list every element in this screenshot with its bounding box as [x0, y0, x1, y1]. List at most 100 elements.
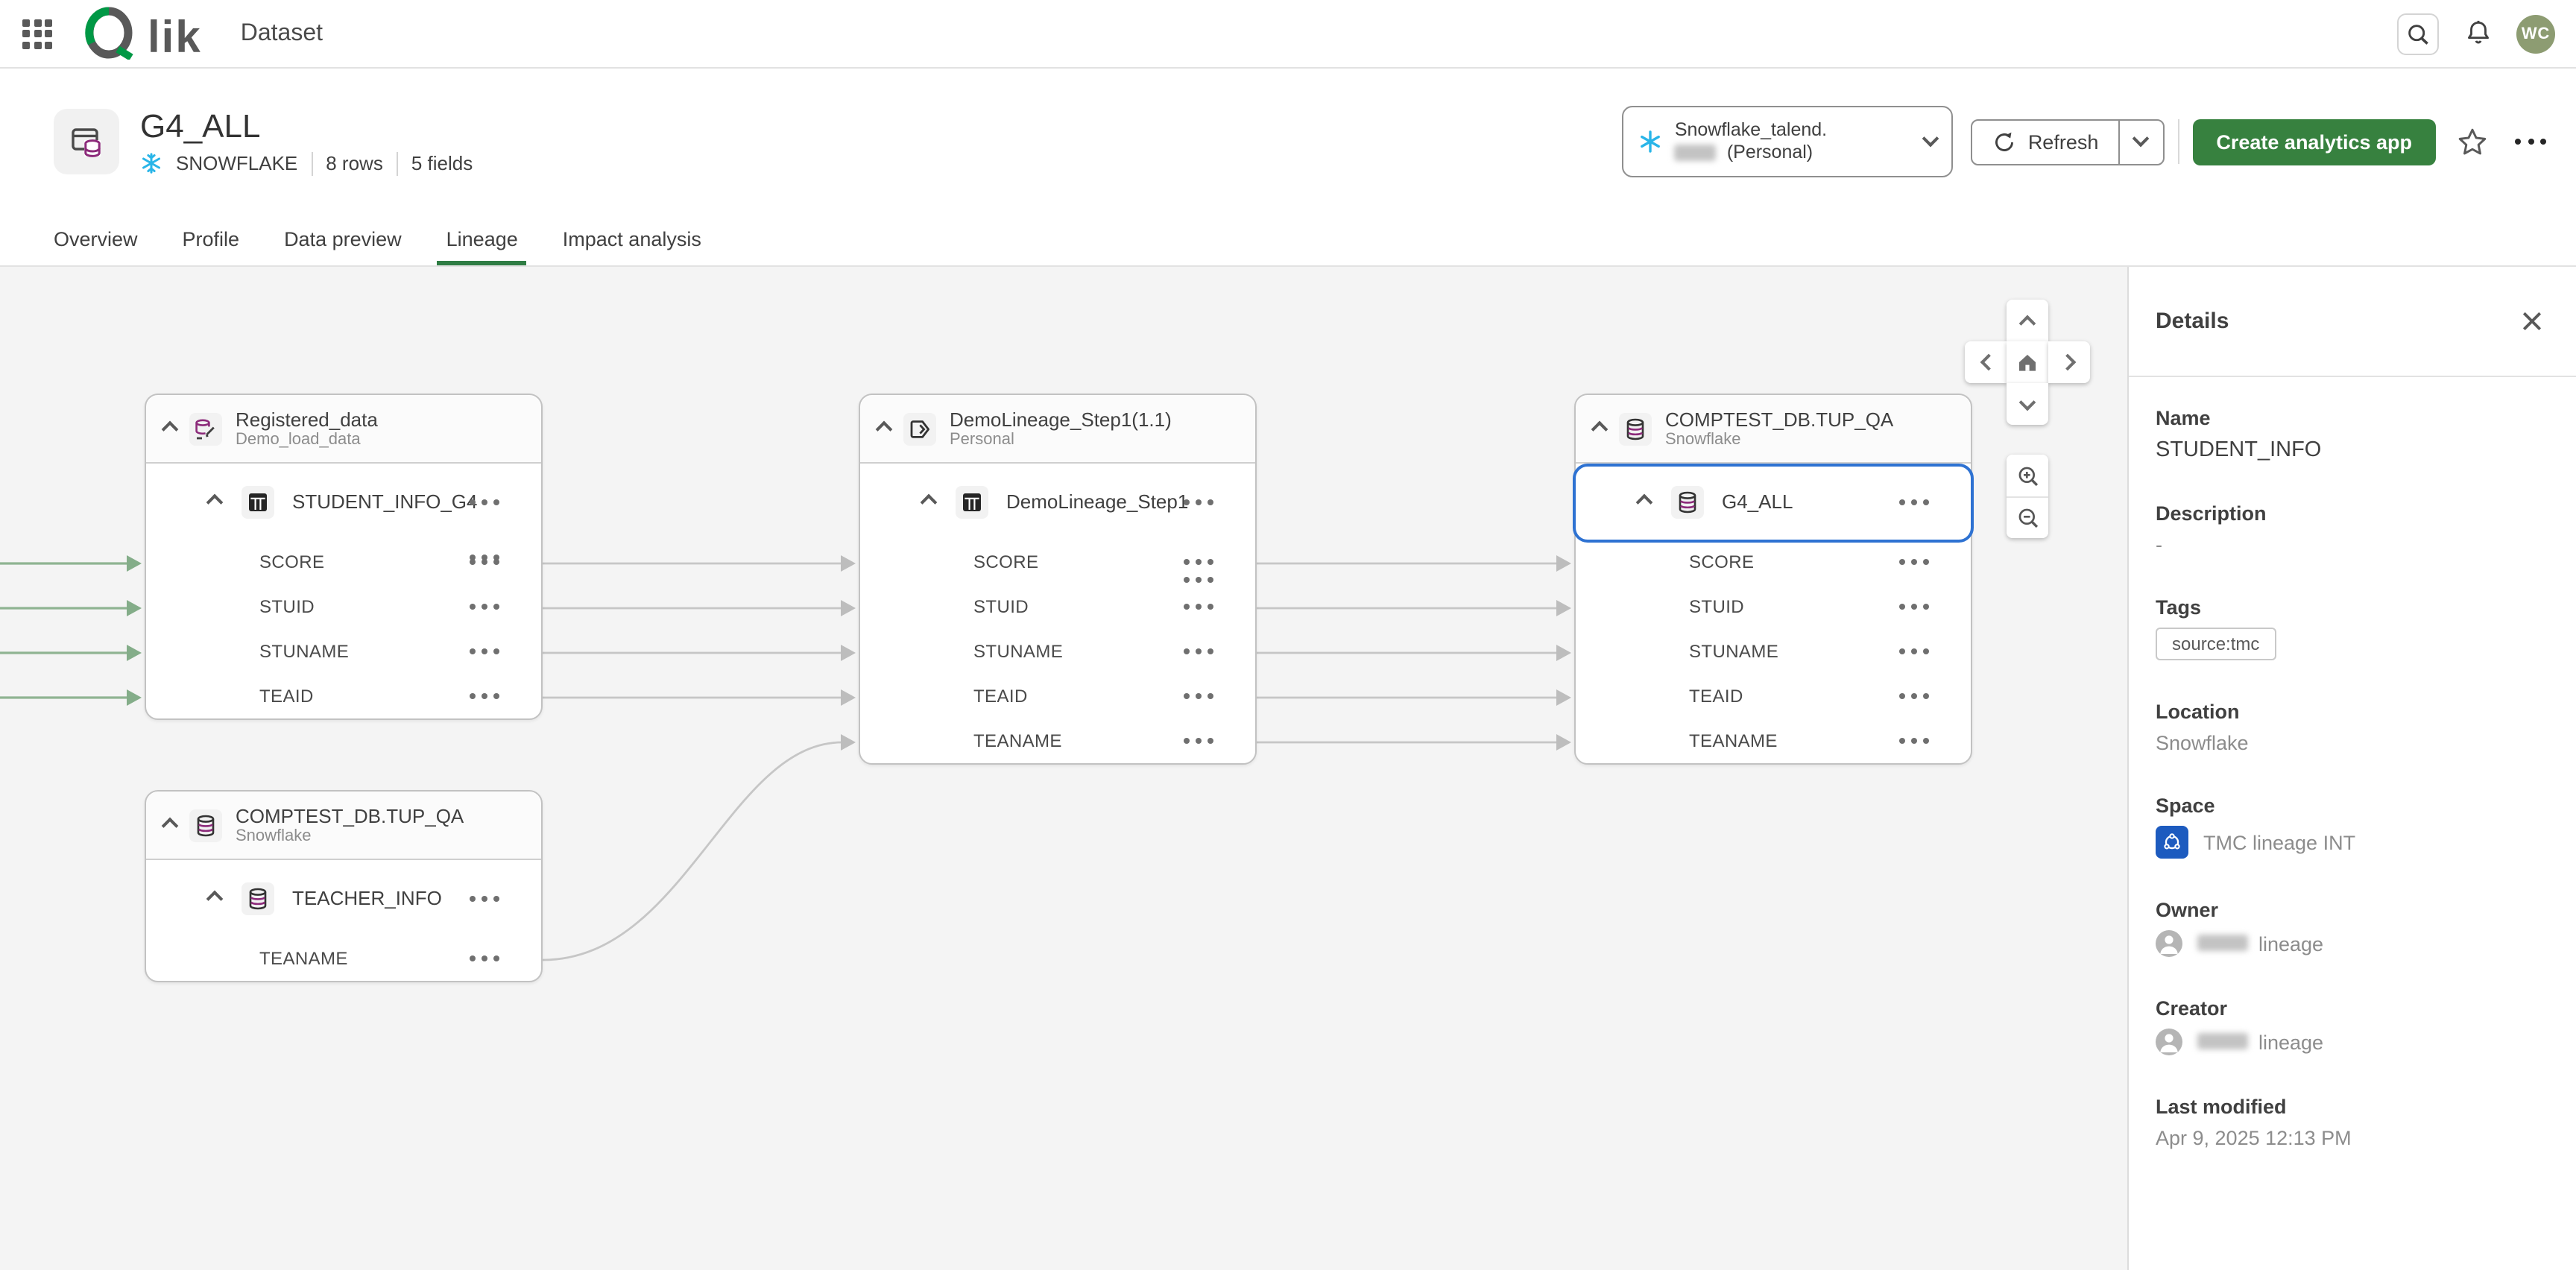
- pan-left-button[interactable]: [1965, 341, 2007, 383]
- close-button[interactable]: [2515, 304, 2549, 338]
- field-menu-button[interactable]: [1181, 641, 1216, 662]
- field-row-STUID[interactable]: STUID: [146, 584, 541, 629]
- node-header[interactable]: Registered_data Demo_load_data: [146, 395, 541, 560]
- field-row-STUNAME[interactable]: STUNAME: [146, 629, 541, 674]
- field-menu-button[interactable]: [1181, 686, 1216, 707]
- create-analytics-app-button[interactable]: Create analytics app: [2192, 119, 2436, 165]
- field-menu-button[interactable]: [1181, 552, 1216, 572]
- field-row-STUNAME[interactable]: STUNAME: [860, 629, 1255, 674]
- zoom-out-icon: [2018, 508, 2038, 528]
- table-menu-button[interactable]: [467, 888, 502, 909]
- node-header[interactable]: DemoLineage_Step1(1.1) Personal: [860, 395, 1255, 582]
- table-menu-button[interactable]: [1181, 491, 1216, 512]
- field-row-TEAID[interactable]: TEAID: [1576, 674, 1971, 718]
- pan-down-button[interactable]: [2007, 383, 2048, 425]
- table-menu-button[interactable]: [1896, 491, 1932, 512]
- node-subtitle: Personal: [950, 430, 1014, 448]
- tab-lineage[interactable]: Lineage: [437, 213, 527, 265]
- table-name: DemoLineage_Step1: [1006, 490, 1189, 513]
- lineage-canvas[interactable]: Registered_data Demo_load_data STUDENT_I…: [0, 267, 2127, 1270]
- field-menu-button[interactable]: [467, 686, 502, 707]
- field-name: SCORE: [1689, 552, 1755, 572]
- connection-scope: (Personal): [1726, 142, 1813, 162]
- app-icon: [910, 420, 929, 437]
- pan-up-button[interactable]: [2007, 300, 2048, 341]
- field-name: STUNAME: [973, 641, 1064, 662]
- favorite-button[interactable]: [2457, 126, 2488, 157]
- field-row-STUID[interactable]: STUID: [860, 584, 1255, 629]
- tag-chip[interactable]: source:tmc: [2156, 628, 2276, 660]
- field-menu-button[interactable]: [1181, 596, 1216, 617]
- zoom-out-button[interactable]: [2007, 496, 2048, 538]
- field-row-STUNAME[interactable]: STUNAME: [1576, 629, 1971, 674]
- collapse-chevron-icon[interactable]: [206, 493, 224, 511]
- qlik-logo[interactable]: lik: [85, 6, 202, 60]
- lineage-node-demolineage_step1[interactable]: DemoLineage_Step1(1.1) Personal DemoLine…: [859, 394, 1257, 765]
- field-row-SCORE[interactable]: SCORE: [1576, 540, 1971, 584]
- node-menu-button[interactable]: [467, 546, 502, 567]
- field-row-TEANAME[interactable]: TEANAME: [146, 936, 541, 981]
- lineage-node-comptest_teacher[interactable]: COMPTEST_DB.TUP_QA Snowflake TEACHER_INF…: [145, 790, 543, 982]
- tab-profile[interactable]: Profile: [182, 228, 240, 250]
- notifications-button[interactable]: [2460, 16, 2496, 51]
- home-button[interactable]: [2007, 341, 2048, 383]
- user-avatar[interactable]: WC: [2516, 14, 2555, 53]
- details-label: Location: [2156, 701, 2240, 723]
- details-panel: Details Name STUDENT_INFO Description - Tags…: [2127, 267, 2576, 1270]
- field-row-TEAID[interactable]: TEAID: [860, 674, 1255, 718]
- node-menu-button[interactable]: [1181, 569, 1216, 590]
- refresh-options-button[interactable]: [2118, 120, 2162, 163]
- field-name: STUID: [259, 596, 315, 617]
- database-icon: [1679, 490, 1696, 513]
- field-row-TEANAME[interactable]: TEANAME: [1576, 718, 1971, 763]
- field-menu-button[interactable]: [1896, 686, 1932, 707]
- collapse-chevron-icon[interactable]: [875, 420, 893, 437]
- table-row-TEACHER_INFO[interactable]: TEACHER_INFO: [146, 860, 541, 936]
- table-row-G4_ALL[interactable]: G4_ALL: [1576, 464, 1971, 540]
- field-menu-button[interactable]: [467, 552, 502, 572]
- lineage-node-registered_data[interactable]: Registered_data Demo_load_data STUDENT_I…: [145, 394, 543, 720]
- field-menu-button[interactable]: [467, 948, 502, 969]
- node-header[interactable]: COMPTEST_DB.TUP_QA Snowflake: [1576, 395, 1971, 464]
- collapse-chevron-icon[interactable]: [920, 493, 938, 511]
- field-menu-button[interactable]: [467, 596, 502, 617]
- app-launcher-icon[interactable]: [22, 19, 52, 48]
- field-row-STUID[interactable]: STUID: [1576, 584, 1971, 629]
- table-menu-button[interactable]: [467, 491, 502, 512]
- collapse-chevron-icon[interactable]: [161, 420, 179, 437]
- field-menu-button[interactable]: [467, 641, 502, 662]
- field-menu-button[interactable]: [1896, 641, 1932, 662]
- connection-dropdown[interactable]: Snowflake_talend. (Personal): [1622, 106, 1954, 177]
- field-row-SCORE[interactable]: SCORE: [860, 540, 1255, 584]
- more-options-button[interactable]: [2512, 130, 2549, 154]
- field-row-TEAID[interactable]: TEAID: [146, 674, 541, 718]
- dataset-header: G4_ALL SNOWFLAKE 8 rows 5 fields: [0, 70, 2576, 213]
- search-button[interactable]: [2397, 13, 2439, 54]
- node-header[interactable]: COMPTEST_DB.TUP_QA Snowflake: [146, 792, 541, 860]
- collapse-chevron-icon[interactable]: [1635, 493, 1653, 511]
- tab-impact-analysis[interactable]: Impact analysis: [562, 228, 701, 250]
- pan-right-button[interactable]: [2048, 341, 2090, 383]
- refresh-button[interactable]: Refresh: [1973, 120, 2118, 163]
- field-menu-button[interactable]: [1896, 730, 1932, 751]
- table-row-STUDENT_INFO_G4[interactable]: STUDENT_INFO_G4: [146, 464, 541, 540]
- snowflake-icon: [142, 153, 161, 174]
- qlik-q-mark: [85, 6, 133, 59]
- field-menu-button[interactable]: [1896, 552, 1932, 572]
- details-section-space: Space TMC lineage INT: [2156, 794, 2549, 859]
- collapse-chevron-icon[interactable]: [206, 889, 224, 907]
- field-menu-button[interactable]: [1896, 596, 1932, 617]
- top-bar: lik Dataset WC: [0, 0, 2576, 69]
- table-row-DemoLineage_Step1[interactable]: DemoLineage_Step1: [860, 464, 1255, 540]
- tab-overview[interactable]: Overview: [54, 228, 138, 250]
- lineage-node-comptest_g4[interactable]: COMPTEST_DB.TUP_QA Snowflake G4_ALL SCOR…: [1574, 394, 1972, 765]
- collapse-chevron-icon[interactable]: [161, 816, 179, 834]
- details-label: Creator: [2156, 997, 2228, 1020]
- field-row-TEANAME[interactable]: TEANAME: [860, 718, 1255, 763]
- field-name: STUNAME: [1689, 641, 1779, 662]
- field-row-SCORE[interactable]: SCORE: [146, 540, 541, 584]
- collapse-chevron-icon[interactable]: [1591, 420, 1609, 437]
- field-menu-button[interactable]: [1181, 730, 1216, 751]
- tab-data-preview[interactable]: Data preview: [284, 228, 402, 250]
- zoom-in-button[interactable]: [2007, 455, 2048, 496]
